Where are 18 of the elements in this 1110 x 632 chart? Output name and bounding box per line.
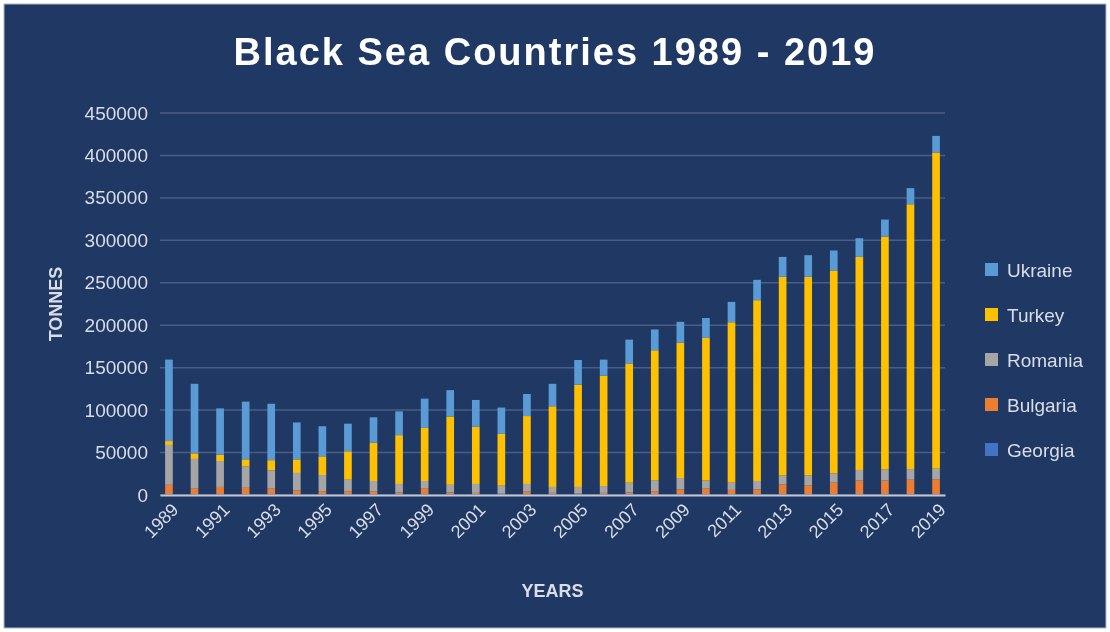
legend-label: Ukraine: [1007, 259, 1073, 281]
y-tick-label: 450000: [84, 102, 148, 124]
y-tick-label: 150000: [84, 357, 148, 379]
y-tick-label: 100000: [84, 399, 148, 421]
y-axis-title: TONNES: [46, 266, 66, 342]
legend-label: Romania: [1007, 349, 1084, 371]
y-tick-label: 300000: [84, 229, 148, 251]
y-tick-label: 400000: [84, 145, 148, 167]
y-tick-label: 350000: [84, 187, 148, 209]
chart-title: Black Sea Countries 1989 - 2019: [233, 31, 877, 73]
y-tick-label: 50000: [95, 442, 148, 464]
legend-label: Bulgaria: [1007, 394, 1078, 416]
legend-label: Turkey: [1007, 304, 1065, 326]
x-axis-title: YEARS: [521, 581, 584, 601]
y-tick-label: 0: [137, 484, 148, 506]
y-tick-label: 250000: [84, 272, 148, 294]
legend-label: Georgia: [1007, 439, 1076, 461]
y-tick-label: 200000: [84, 314, 148, 336]
